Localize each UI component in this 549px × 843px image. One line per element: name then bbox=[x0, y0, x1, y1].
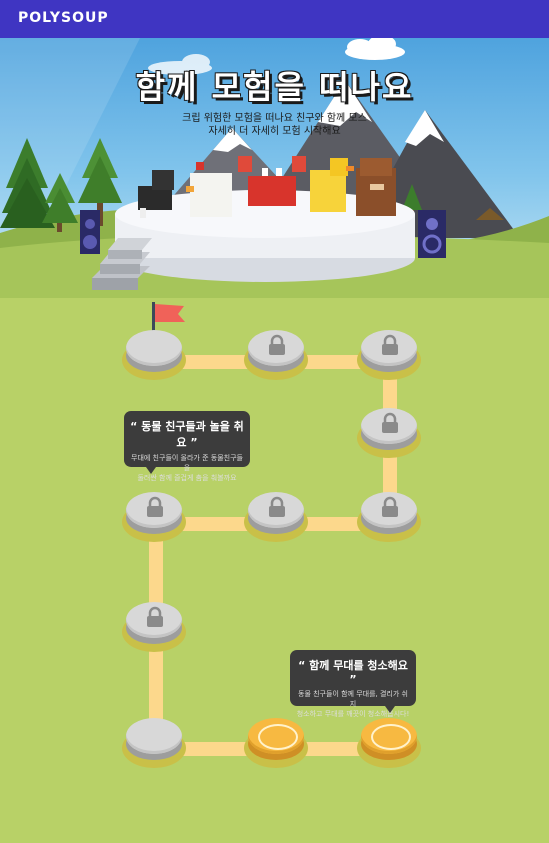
bubble-title: “ 함께 무대를 청소해요 ” bbox=[298, 659, 408, 686]
lock-icon bbox=[269, 496, 285, 517]
lock-icon bbox=[147, 606, 163, 627]
speaker-left bbox=[80, 210, 100, 254]
pine-tree bbox=[42, 173, 78, 232]
lock-icon bbox=[147, 496, 163, 517]
bubble-subtitle: 무대에 친구들이 올라가 준 동물친구들을 둘러싼 함께 즐겁게 춤을 춰볼까요 bbox=[130, 453, 244, 483]
page-title: 함께 모험을 떠나요 bbox=[135, 68, 414, 106]
bubble-subtitle-line: 무대에 친구들이 올라가 준 동물친구들을 bbox=[131, 454, 243, 472]
level-tile-11[interactable] bbox=[357, 714, 421, 768]
crab-character bbox=[238, 156, 306, 206]
lock-icon bbox=[382, 412, 398, 433]
pine-tree bbox=[0, 138, 55, 228]
bubble-title-text: 동물 친구들과 놀을 취요 bbox=[141, 420, 244, 449]
bubble-subtitle-line: 동물 친구들이 함께 무대를, 결리가 쉬지 bbox=[298, 690, 408, 708]
level-tile-10[interactable] bbox=[244, 714, 308, 768]
mountain-snow bbox=[213, 128, 252, 152]
speech-bubble-first: “ 동물 친구들과 놀을 취요 ” 무대에 친구들이 올라가 준 동물친구들을 … bbox=[124, 411, 250, 482]
bear-character bbox=[356, 158, 396, 216]
level-tile-3[interactable] bbox=[357, 326, 421, 380]
cat-character bbox=[138, 170, 174, 218]
coin-icon bbox=[371, 724, 411, 750]
level-tile-8[interactable] bbox=[122, 598, 186, 652]
lock-icon bbox=[382, 496, 398, 517]
bubble-subtitle-line: 둘러싼 함께 즐겁게 춤을 춰볼까요 bbox=[137, 474, 237, 482]
stage-stairs bbox=[92, 238, 152, 290]
flag-icon bbox=[152, 302, 185, 348]
chicken-character bbox=[186, 162, 232, 217]
scenery-illustration bbox=[0, 38, 549, 298]
level-tile-5[interactable] bbox=[357, 488, 421, 542]
bubble-subtitle: 동물 친구들이 함께 무대를, 결리가 쉬지 청소하고 무대를 깨끗이 청소해봅… bbox=[296, 689, 410, 719]
level-tile-1[interactable] bbox=[122, 326, 186, 380]
cloud bbox=[148, 54, 212, 75]
top-bar: POLYSOUP bbox=[0, 0, 549, 38]
lock-icon bbox=[382, 334, 398, 355]
coin-icon bbox=[258, 724, 298, 750]
mountain-snow bbox=[318, 80, 372, 126]
lock-icon bbox=[269, 334, 285, 355]
duck-character bbox=[310, 158, 354, 212]
level-tile-4[interactable] bbox=[357, 404, 421, 458]
speaker-right bbox=[418, 210, 446, 258]
subtitle-line: 자세히 더 자세히 모험 시작해요 bbox=[208, 126, 341, 137]
speech-bubble-second: “ 함께 무대를 청소해요 ” 동물 친구들이 함께 무대를, 결리가 쉬지 청… bbox=[290, 650, 416, 718]
page-subtitle: 크립 위험한 모험을 떠나요 친구와 함께 모스 자세히 더 자세히 모험 시작… bbox=[0, 112, 549, 138]
bubble-title-text: 함께 무대를 청소해요 bbox=[309, 659, 408, 672]
bubble-title: “ 동물 친구들과 놀을 취요 ” bbox=[130, 420, 244, 449]
tent bbox=[476, 208, 504, 220]
brand-logo[interactable]: POLYSOUP bbox=[18, 10, 109, 26]
cloud bbox=[345, 38, 405, 60]
subtitle-line: 크립 위험한 모험을 떠나요 친구와 함께 모스 bbox=[182, 113, 367, 124]
level-tile-7[interactable] bbox=[122, 488, 186, 542]
level-tile-9[interactable] bbox=[122, 714, 186, 768]
bubble-subtitle-line: 청소하고 무대를 깨끗이 청소해봅시다! bbox=[296, 710, 410, 718]
mountain-snow bbox=[405, 110, 444, 146]
level-tile-2[interactable] bbox=[244, 326, 308, 380]
level-tile-6[interactable] bbox=[244, 488, 308, 542]
